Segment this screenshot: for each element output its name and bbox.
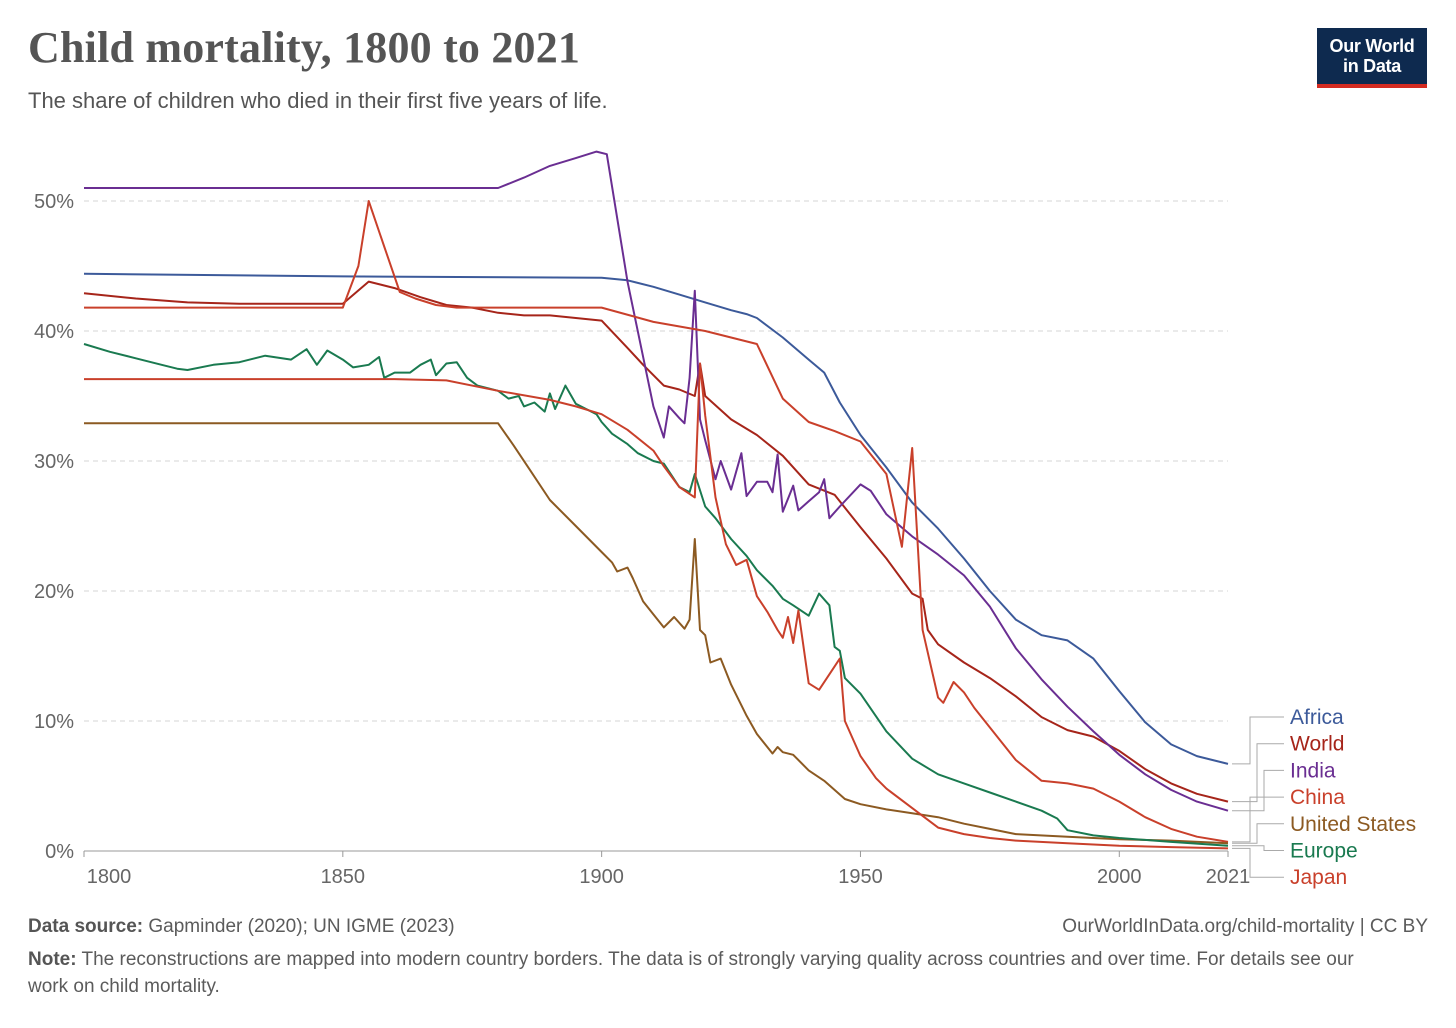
source-url[interactable]: OurWorldInData.org/child-mortality | CC …	[1062, 916, 1428, 937]
series-line-india	[84, 150, 1229, 812]
x-tick-label: 1850	[321, 866, 366, 888]
legend-label-europe: Europe	[1290, 840, 1358, 863]
legend-label-china: China	[1290, 786, 1345, 809]
y-tick-label: 40%	[34, 321, 74, 343]
x-axis: 1800 1850 1900 1950 2000 2021	[83, 850, 1251, 888]
legend-connector	[1232, 847, 1284, 878]
series-line-china	[84, 200, 1229, 843]
data-source-label: Data source:	[28, 916, 144, 937]
data-source: Data source: Gapminder (2020); UN IGME (…	[28, 916, 455, 938]
series-line-africa	[83, 272, 1229, 765]
legend-connector	[1232, 743, 1284, 803]
legend-label-world: World	[1290, 733, 1344, 756]
chart-title: Child mortality, 1800 to 2021	[28, 23, 581, 72]
x-tick-label: 1900	[579, 866, 624, 888]
chart-subtitle: The share of children who died in their …	[28, 88, 608, 113]
legend-connector	[1232, 796, 1284, 843]
series-line-europe	[83, 343, 1229, 847]
x-tick-label: 1950	[838, 866, 883, 888]
y-tick-label: 10%	[34, 711, 74, 733]
legend-connector	[1232, 716, 1284, 765]
x-tick-label: 1800	[87, 866, 132, 888]
logo-line-2: in Data	[1343, 56, 1401, 76]
chart-note: Note: The reconstructions are mapped int…	[28, 946, 1388, 1000]
legend-connector	[1232, 823, 1284, 844]
y-tick-label: 20%	[34, 581, 74, 603]
legend-label-japan: Japan	[1290, 866, 1347, 889]
series-lines	[83, 150, 1229, 850]
owid-logo[interactable]: Our World in Data	[1317, 28, 1427, 88]
legend-connector	[1232, 769, 1284, 812]
legend-label-africa: Africa	[1290, 706, 1344, 729]
legend-label-india: India	[1290, 759, 1336, 782]
note-label: Note:	[28, 949, 77, 970]
y-tick-label: 30%	[34, 451, 74, 473]
note-text: The reconstructions are mapped into mode…	[28, 949, 1354, 997]
legend: Africa World India China United States Europe…	[1232, 706, 1416, 889]
legend-connector	[1232, 845, 1284, 851]
series-line-world	[83, 280, 1229, 803]
x-tick-label: 2021	[1206, 866, 1251, 888]
series-line-japan	[84, 362, 1229, 850]
legend-label-united-states: United States	[1290, 813, 1416, 836]
y-tick-label: 50%	[34, 191, 74, 213]
data-source-text[interactable]: Gapminder (2020); UN IGME (2023)	[148, 916, 455, 937]
y-axis: 0% 10% 20% 30% 40% 50%	[34, 191, 74, 863]
x-tick-label: 2000	[1097, 866, 1142, 888]
y-tick-label: 0%	[45, 841, 74, 863]
logo-line-1: Our World	[1329, 36, 1415, 56]
series-line-united-states	[84, 422, 1229, 845]
